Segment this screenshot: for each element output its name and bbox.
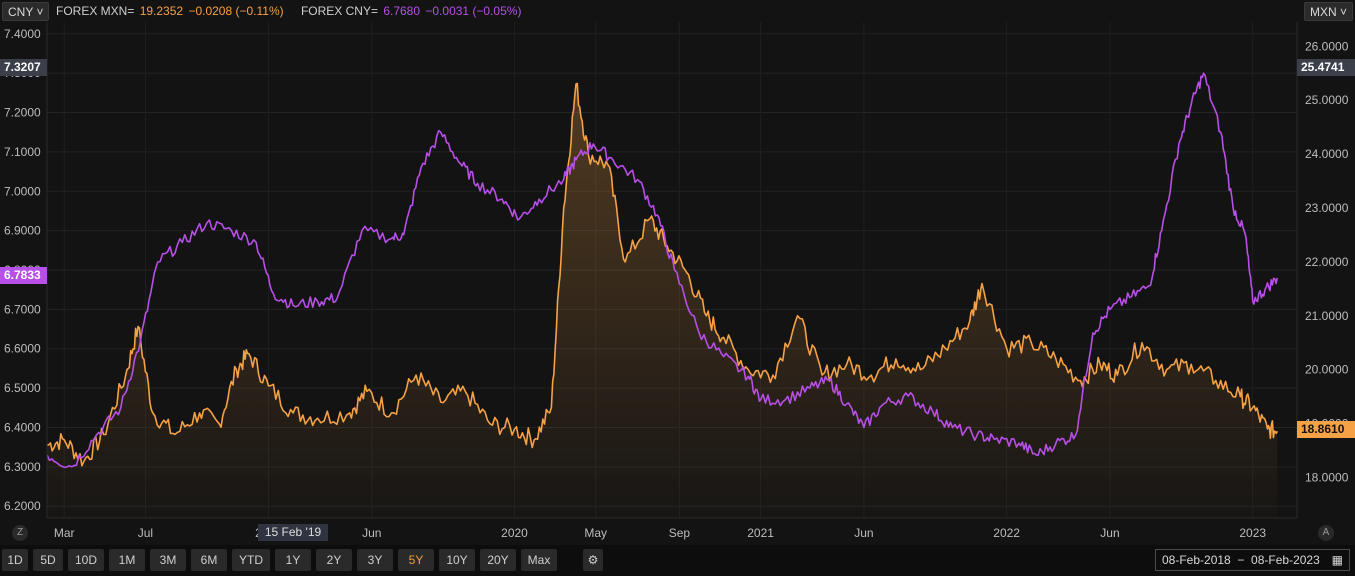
- auto-scale-icon[interactable]: A: [1318, 525, 1334, 541]
- right-tick-label: 23.0000: [1305, 201, 1349, 215]
- date-range-text: 08-Feb-2018 − 08-Feb-2023: [1162, 553, 1320, 567]
- legend-cny-label: FOREX CNY=: [300, 4, 378, 18]
- crosshair-date-tag: 15 Feb '19: [258, 524, 328, 541]
- left-tick-label: 6.7000: [4, 302, 41, 316]
- range-button-20y[interactable]: 20Y: [480, 549, 516, 571]
- cny-last-tag: 6.7833: [0, 267, 47, 284]
- range-button-3m[interactable]: 3M: [150, 549, 186, 571]
- x-tick-label: Jun: [854, 526, 873, 540]
- left-tick-label: 7.2000: [4, 106, 41, 120]
- chart-area[interactable]: 7.40007.30007.20007.10007.00006.90006.80…: [0, 0, 1355, 545]
- x-tick-label: May: [584, 526, 607, 540]
- legend: FOREX MXN= 19.2352 −0.0208 (−0.11%) FORE…: [56, 4, 523, 18]
- x-tick-label: 2021: [747, 526, 774, 540]
- chart-svg[interactable]: 7.40007.30007.20007.10007.00006.90006.80…: [0, 0, 1355, 545]
- left-tick-label: 6.9000: [4, 224, 41, 238]
- left-currency-select[interactable]: CNY ˅: [2, 2, 50, 21]
- range-button-10d[interactable]: 10D: [68, 549, 104, 571]
- right-tick-label: 24.0000: [1305, 147, 1349, 161]
- left-tick-label: 6.6000: [4, 342, 41, 356]
- range-button-6m[interactable]: 6M: [191, 549, 227, 571]
- x-tick-label: 2022: [993, 526, 1020, 540]
- range-button-1m[interactable]: 1M: [109, 549, 145, 571]
- legend-mxn-value: 19.2352: [139, 4, 184, 18]
- x-tick-label: Jun: [1100, 526, 1119, 540]
- x-tick-label: 2023: [1239, 526, 1266, 540]
- zoom-reset-icon[interactable]: Z: [12, 525, 28, 541]
- range-button-1d[interactable]: 1D: [2, 549, 28, 571]
- range-button-max[interactable]: Max: [521, 549, 557, 571]
- right-tick-label: 26.0000: [1305, 39, 1349, 53]
- left-currency-label: CNY: [8, 5, 34, 19]
- right-tick-label: 22.0000: [1305, 255, 1349, 269]
- left-tick-label: 6.2000: [4, 499, 41, 513]
- range-toolbar: 1D 5D 10D 1M 3M 6M YTD 1Y 2Y 3Y 5Y 10Y 20Y Max ⚙ 08-F…: [0, 545, 1355, 576]
- x-tick-label: Jun: [362, 526, 381, 540]
- cny-series-line[interactable]: [46, 72, 1279, 468]
- calendar-icon[interactable]: ▦: [1331, 553, 1343, 567]
- x-tick-label: Jul: [138, 526, 153, 540]
- legend-cny-value: 6.7680: [383, 4, 421, 18]
- right-currency-select[interactable]: MXN ˅: [1304, 2, 1354, 21]
- left-tick-label: 6.3000: [4, 460, 41, 474]
- x-tick-label: Sep: [669, 526, 691, 540]
- right-tick-label: 20.0000: [1305, 363, 1349, 377]
- range-button-2y[interactable]: 2Y: [316, 549, 352, 571]
- x-tick-label: Mar: [54, 526, 75, 540]
- legend-mxn-change: −0.0208 (−0.11%): [188, 4, 284, 18]
- left-tick-label: 7.1000: [4, 145, 41, 159]
- left-tick-label: 7.4000: [4, 27, 41, 41]
- date-range-field[interactable]: 08-Feb-2018 − 08-Feb-2023 ▦: [1155, 549, 1350, 571]
- mxn-area: [47, 83, 1278, 518]
- left-tick-label: 6.5000: [4, 381, 41, 395]
- range-button-10y[interactable]: 10Y: [439, 549, 475, 571]
- range-button-1y[interactable]: 1Y: [275, 549, 311, 571]
- cny-high-tag: 7.3207: [0, 59, 47, 76]
- x-tick-label: 2020: [501, 526, 528, 540]
- left-tick-label: 6.4000: [4, 420, 41, 434]
- right-tick-label: 18.0000: [1305, 471, 1349, 485]
- range-button-3y[interactable]: 3Y: [357, 549, 393, 571]
- right-tick-label: 21.0000: [1305, 309, 1349, 323]
- left-tick-label: 7.0000: [4, 184, 41, 198]
- range-button-ytd[interactable]: YTD: [232, 549, 270, 571]
- gear-icon[interactable]: ⚙: [583, 549, 603, 571]
- right-currency-label: MXN: [1310, 5, 1337, 19]
- mxn-high-tag: 25.4741: [1297, 59, 1355, 76]
- legend-cny-change: −0.0031 (−0.05%): [425, 4, 522, 18]
- range-button-5y[interactable]: 5Y: [398, 549, 434, 571]
- range-button-5d[interactable]: 5D: [33, 549, 63, 571]
- right-tick-label: 25.0000: [1305, 93, 1349, 107]
- legend-mxn-label: FOREX MXN=: [56, 4, 135, 18]
- mxn-last-tag: 18.8610: [1297, 421, 1355, 438]
